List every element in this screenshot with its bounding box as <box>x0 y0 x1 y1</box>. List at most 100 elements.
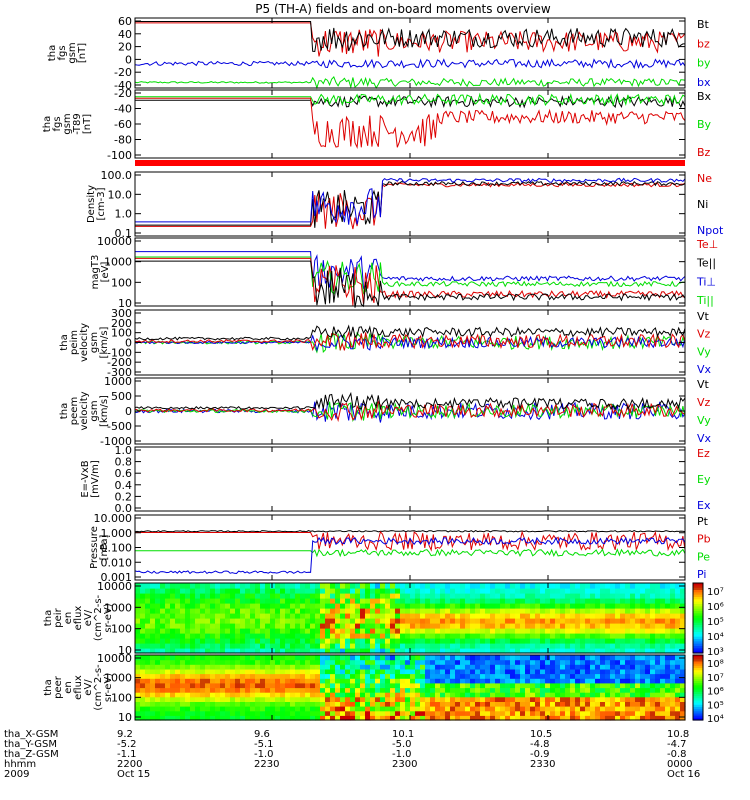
heatmap-cell <box>495 623 501 629</box>
heatmap-cell <box>345 664 351 670</box>
heatmap-cell <box>485 613 491 619</box>
heatmap-cell <box>235 701 241 707</box>
heatmap-cell <box>225 583 231 589</box>
heatmap-cell <box>415 715 421 721</box>
heatmap-cell <box>240 608 246 614</box>
heatmap-cell <box>155 678 161 684</box>
heatmap-cell <box>350 588 356 594</box>
heatmap-cell <box>475 598 481 604</box>
heatmap-cell <box>215 687 221 693</box>
heatmap-cell <box>170 668 176 675</box>
heatmap-cell <box>280 593 286 599</box>
heatmap-cell <box>510 682 516 689</box>
heatmap-cell <box>280 613 286 619</box>
heatmap-cell <box>635 706 641 712</box>
heatmap-cell <box>135 701 141 707</box>
heatmap-cell <box>255 659 261 665</box>
heatmap-cell <box>360 633 366 639</box>
heatmap-cell <box>485 583 491 589</box>
heatmap-cell <box>400 687 406 693</box>
heatmap-cell <box>455 583 461 589</box>
heatmap-cell <box>260 682 266 689</box>
heatmap-cell <box>170 659 176 665</box>
heatmap-cell <box>450 598 456 604</box>
heatmap-cell <box>260 648 266 654</box>
heatmap-cell <box>495 638 501 644</box>
heatmap-cell <box>290 701 296 707</box>
heatmap-cell <box>430 583 436 589</box>
heatmap-cell <box>530 678 536 684</box>
heatmap-cell <box>435 682 441 689</box>
heatmap-cell <box>420 678 426 684</box>
heatmap-cell <box>215 706 221 712</box>
heatmap-cell <box>415 648 421 654</box>
heatmap-cell <box>470 608 476 614</box>
heatmap-cell <box>165 682 171 689</box>
colorbar-band <box>693 636 703 640</box>
heatmap-cell <box>600 655 606 661</box>
panel-pressure-plot <box>134 530 686 575</box>
heatmap-cell <box>380 701 386 707</box>
heatmap-cell <box>620 603 626 609</box>
heatmap-cell <box>675 715 681 721</box>
heatmap-cell <box>510 664 516 670</box>
heatmap-cell <box>565 664 571 670</box>
heatmap-cell <box>450 603 456 609</box>
heatmap-cell <box>335 648 341 654</box>
heatmap-cell <box>310 687 316 693</box>
heatmap-cell <box>240 655 246 661</box>
heatmap-cell <box>390 655 396 661</box>
heatmap-cell <box>570 598 576 604</box>
heatmap-cell <box>500 664 506 670</box>
heatmap-cell <box>180 706 186 712</box>
heatmap-cell <box>145 710 151 716</box>
heatmap-cell <box>440 701 446 707</box>
heatmap-cell <box>140 710 146 716</box>
heatmap-cell <box>220 648 226 654</box>
heatmap-cell <box>220 673 226 679</box>
heatmap-cell <box>680 593 686 599</box>
heatmap-cell <box>245 715 251 721</box>
heatmap-cell <box>680 668 686 675</box>
heatmap-cell <box>435 696 441 702</box>
heatmap-cell <box>225 696 231 702</box>
heatmap-cell <box>520 593 526 599</box>
heatmap-cell <box>625 706 631 712</box>
heatmap-cell <box>580 701 586 707</box>
heatmap-cell <box>135 618 141 624</box>
heatmap-cell <box>605 687 611 693</box>
heatmap-cell <box>420 706 426 712</box>
heatmap-cell <box>530 598 536 604</box>
heatmap-cell <box>295 633 301 639</box>
heatmap-cell <box>590 659 596 665</box>
heatmap-cell <box>590 633 596 639</box>
heatmap-cell <box>545 628 551 634</box>
heatmap-cell <box>610 603 616 609</box>
heatmap-cell <box>625 687 631 693</box>
heatmap-cell <box>170 638 176 644</box>
heatmap-cell <box>460 603 466 609</box>
heatmap-cell <box>660 603 666 609</box>
heatmap-cell <box>505 655 511 661</box>
heatmap-cell <box>525 710 531 716</box>
heatmap-cell <box>675 583 681 589</box>
heatmap-cell <box>200 692 206 698</box>
heatmap-cell <box>620 598 626 604</box>
heatmap-cell <box>670 659 676 665</box>
heatmap-cell <box>380 659 386 665</box>
heatmap-cell <box>630 603 636 609</box>
heatmap-cell <box>665 668 671 675</box>
heatmap-cell <box>670 664 676 670</box>
heatmap-cell <box>250 608 256 614</box>
heatmap-cell <box>195 673 201 679</box>
heatmap-cell <box>605 673 611 679</box>
heatmap-cell <box>595 628 601 634</box>
heatmap-cell <box>280 623 286 629</box>
heatmap-cell <box>670 710 676 716</box>
heatmap-cell <box>455 633 461 639</box>
heatmap-cell <box>370 664 376 670</box>
heatmap-cell <box>190 692 196 698</box>
heatmap-cell <box>575 588 581 594</box>
heatmap-cell <box>175 638 181 644</box>
